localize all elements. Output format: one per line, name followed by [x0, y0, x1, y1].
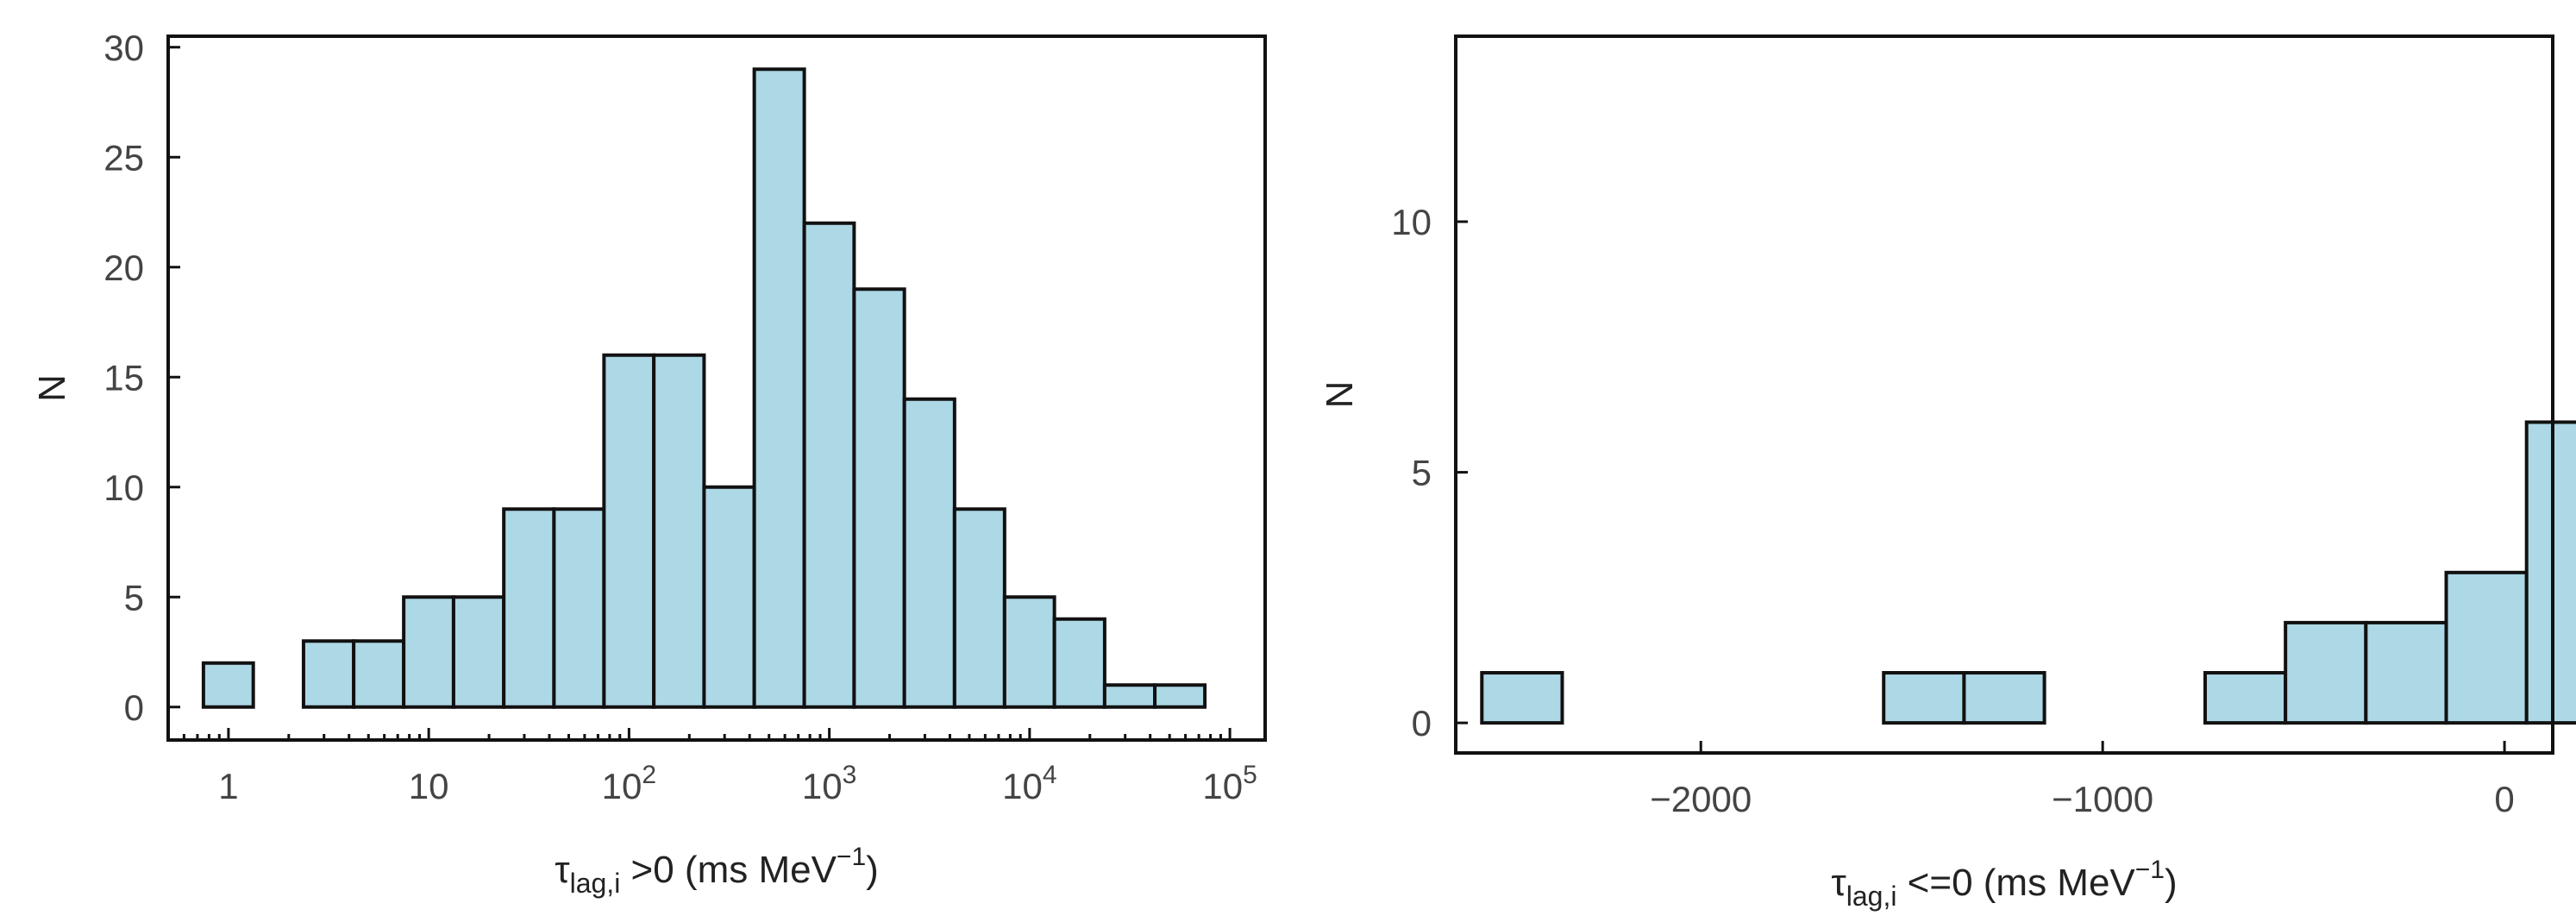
histogram-bar [652, 353, 706, 709]
histogram-bar [2444, 570, 2529, 725]
x-tick-label: 10 [409, 766, 449, 806]
y-axis-title: N [31, 374, 73, 402]
y-tick-label: 25 [103, 137, 144, 178]
x-tick-label: 103 [802, 761, 856, 806]
histogram-bar [752, 67, 806, 709]
histogram-bar [902, 397, 956, 709]
histogram-bar [502, 507, 556, 709]
histogram-bar [1002, 595, 1056, 709]
histogram-bar [1102, 683, 1157, 709]
plot-frame [1454, 34, 2554, 755]
histogram-bar [301, 639, 356, 709]
y-tick-label: 0 [1412, 703, 1432, 743]
right-histogram-panel: 0 5 10 −2000 −1000 0 τlag,i <=0 (ms MeV−1) N [1319, 34, 2576, 912]
histogram-bar [702, 485, 756, 709]
histogram-bar [1882, 671, 1966, 725]
y-tick-label: 20 [103, 248, 144, 288]
histogram-bar [1962, 671, 2046, 725]
x-tick-label: −1000 [2052, 779, 2153, 819]
y-tick-label: 5 [124, 577, 144, 618]
histogram-bar [2203, 671, 2288, 725]
x-tick-label: 105 [1202, 761, 1257, 806]
y-axis-title: N [1319, 381, 1361, 409]
histogram-bar [952, 507, 1006, 709]
histogram-bar [1153, 683, 1207, 709]
histogram-bar [1052, 617, 1106, 709]
histogram-bar [552, 507, 606, 709]
histogram-bar [2364, 620, 2448, 725]
histogram-bar [352, 639, 406, 709]
histogram-bar [2284, 620, 2368, 725]
histogram-bar [402, 595, 455, 709]
y-tick-label: 15 [103, 357, 144, 398]
plot-frame [166, 34, 1267, 742]
x-tick-label: 102 [602, 761, 656, 806]
x-tick-label: 0 [2494, 779, 2514, 819]
y-tick-label: 5 [1412, 453, 1432, 493]
histogram-bar [201, 661, 255, 709]
x-tick-label: 104 [1002, 761, 1056, 806]
histogram-bar [451, 595, 506, 709]
x-axis-title: τlag,i >0 (ms MeV−1) [555, 843, 879, 899]
y-tick-label: 10 [1391, 202, 1432, 242]
histogram-bar [602, 353, 656, 709]
x-axis-title: τlag,i <=0 (ms MeV−1) [1831, 856, 2177, 912]
histogram-bar [802, 221, 856, 709]
x-tick-label: 1 [218, 766, 238, 806]
y-tick-label: 30 [103, 28, 144, 68]
x-tick-label: −2000 [1650, 779, 1752, 819]
histogram-bar [1480, 671, 1564, 725]
y-tick-label: 10 [103, 467, 144, 508]
histogram-bar [852, 287, 906, 709]
y-tick-label: 0 [124, 687, 144, 728]
left-histogram-panel: 0 5 10 15 20 25 30 1 10 102 103 104 105 τlag,i >0 (ms… [31, 28, 1267, 899]
